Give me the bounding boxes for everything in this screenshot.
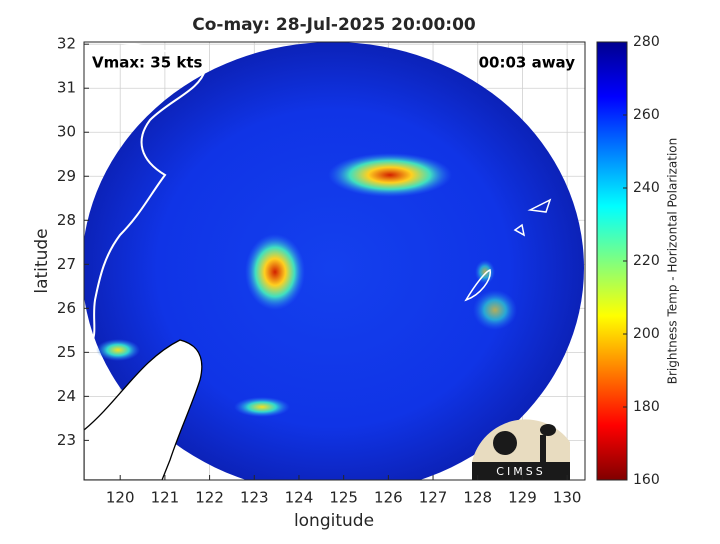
x-tick-label: 129: [508, 489, 537, 507]
colorbar-tick-label: 160: [633, 472, 660, 488]
colorbar-tick-label: 180: [633, 399, 660, 415]
x-tick-label: 125: [329, 489, 358, 507]
plot-frame: [83, 41, 586, 481]
y-tick-label: 26: [57, 299, 76, 317]
y-tick-label: 27: [57, 255, 76, 273]
y-tick-label: 25: [57, 343, 76, 361]
annotation: Vmax: 35 kts: [92, 54, 202, 72]
y-tick-label: 24: [57, 387, 76, 405]
y-tick-label: 31: [57, 79, 76, 97]
y-tick-label: 29: [57, 167, 76, 185]
colorbar-tick-label: 240: [633, 180, 660, 196]
x-tick-label: 122: [195, 489, 224, 507]
colorbar-tick-label: 200: [633, 326, 660, 342]
x-axis-label: longitude: [294, 511, 374, 531]
x-tick-label: 121: [151, 489, 180, 507]
x-tick-label: 120: [106, 489, 135, 507]
imagery: [84, 42, 584, 480]
x-tick-label: 126: [374, 489, 403, 507]
colorbar: [596, 41, 628, 481]
x-tick-label: 123: [240, 489, 269, 507]
x-tick-label: 124: [285, 489, 314, 507]
x-tick-label: 127: [419, 489, 448, 507]
y-tick-label: 23: [57, 431, 76, 449]
chart-title: Co-may: 28-Jul-2025 20:00:00: [192, 15, 476, 35]
colorbar-label: Brightness Temp - Horizontal Polarizatio…: [666, 138, 680, 385]
annotation: 00:03 away: [479, 54, 576, 72]
x-tick-label: 130: [553, 489, 582, 507]
y-tick-label: 30: [57, 123, 76, 141]
colorbar-tick-label: 220: [633, 253, 660, 269]
colorbar-tick-label: 260: [633, 107, 660, 123]
logo: CIMSS: [472, 419, 570, 480]
y-tick-label: 32: [57, 35, 76, 53]
logo-text: CIMSS: [496, 465, 545, 478]
x-tick-label: 128: [463, 489, 492, 507]
y-tick-label: 28: [57, 211, 76, 229]
colorbar-tick-label: 280: [633, 34, 660, 50]
y-axis-label: latitude: [32, 228, 52, 293]
